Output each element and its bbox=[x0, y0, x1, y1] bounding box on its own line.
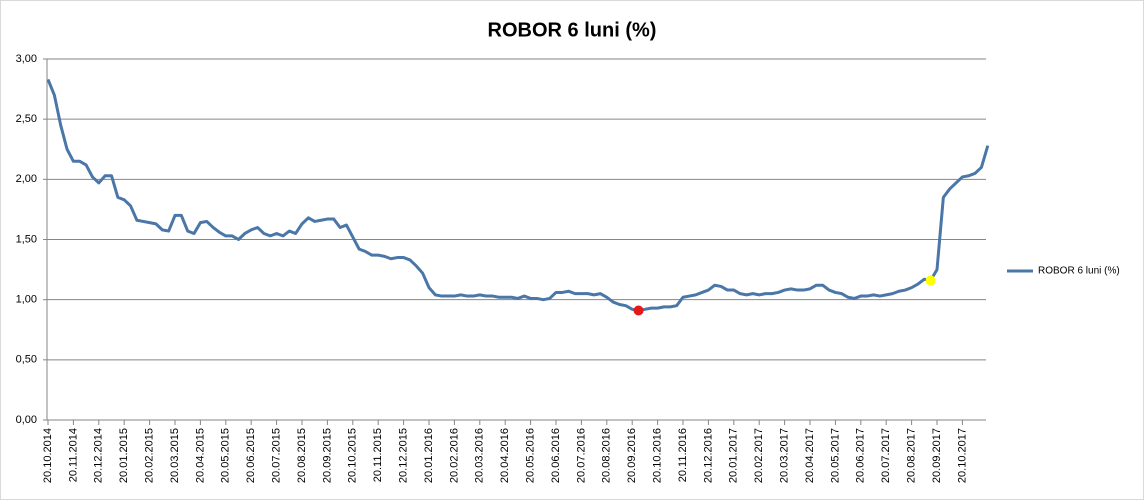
x-tick-label: 20.03.2015 bbox=[169, 428, 181, 483]
x-tick-label: 20.04.2016 bbox=[499, 428, 511, 483]
x-tick-label: 20.10.2014 bbox=[42, 428, 54, 483]
x-tick-label: 20.08.2015 bbox=[296, 428, 308, 483]
y-tick-label: 0,00 bbox=[16, 414, 37, 426]
line bbox=[46, 78, 990, 312]
x-tick-label: 20.04.2015 bbox=[194, 428, 206, 483]
x-tick-label: 20.10.2017 bbox=[956, 428, 968, 483]
x-tick-label: 20.09.2016 bbox=[626, 428, 638, 483]
x-tick-label: 20.07.2015 bbox=[271, 428, 283, 483]
x-tick-label: 20.05.2017 bbox=[829, 428, 841, 483]
x-tick-label: 20.06.2015 bbox=[245, 428, 257, 483]
x-tick-label: 20.09.2015 bbox=[321, 428, 333, 483]
legend-label: ROBOR 6 luni (%) bbox=[1038, 266, 1120, 277]
x-tick-label: 20.08.2017 bbox=[906, 428, 918, 483]
x-tick-label: 20.02.2016 bbox=[448, 428, 460, 483]
x-tick-label: 20.12.2015 bbox=[398, 428, 410, 483]
y-tick-label: 2,50 bbox=[16, 113, 37, 125]
x-tick-label: 20.10.2016 bbox=[652, 428, 664, 483]
x-tick-label: 20.11.2014 bbox=[67, 428, 79, 482]
x-tick-label: 20.01.2015 bbox=[118, 428, 130, 483]
x-tick-label: 20.12.2016 bbox=[702, 428, 714, 483]
x-tick-label: 20.11.2015 bbox=[372, 428, 384, 482]
y-tick-label: 1,50 bbox=[16, 233, 37, 245]
x-tick-label: 20.06.2016 bbox=[550, 428, 562, 483]
x-tick-label: 20.08.2016 bbox=[601, 428, 613, 483]
x-tick-label: 20.01.2017 bbox=[728, 428, 740, 483]
y-tick-label: 1,00 bbox=[16, 294, 37, 306]
y-tick-label: 2,00 bbox=[16, 173, 37, 185]
x-tick-label: 20.07.2017 bbox=[880, 428, 892, 483]
x-tick-label: 20.06.2017 bbox=[855, 428, 867, 483]
x-tick-label: 20.03.2016 bbox=[474, 428, 486, 483]
x-tick-label: 20.07.2016 bbox=[575, 428, 587, 483]
x-tick-label: 20.05.2016 bbox=[525, 428, 537, 483]
y-tick-label: 3,00 bbox=[16, 53, 37, 65]
x-tick-label: 20.04.2017 bbox=[804, 428, 816, 483]
x-tick-label: 20.05.2015 bbox=[220, 428, 232, 483]
highlight-point bbox=[925, 275, 936, 286]
x-tick-label: 20.10.2015 bbox=[347, 428, 359, 483]
x-tick-label: 20.02.2017 bbox=[753, 428, 765, 483]
chart-title: ROBOR 6 luni (%) bbox=[488, 19, 657, 41]
x-tick-label: 20.12.2014 bbox=[93, 428, 105, 483]
highlight-point bbox=[633, 305, 644, 316]
x-tick-label: 20.03.2017 bbox=[779, 428, 791, 483]
x-tick-label: 20.02.2015 bbox=[144, 428, 156, 483]
y-tick-label: 0,50 bbox=[16, 354, 37, 366]
x-tick-label: 20.01.2016 bbox=[423, 428, 435, 483]
x-tick-label: 20.09.2017 bbox=[931, 428, 943, 483]
x-tick-label: 20.11.2016 bbox=[677, 428, 689, 482]
